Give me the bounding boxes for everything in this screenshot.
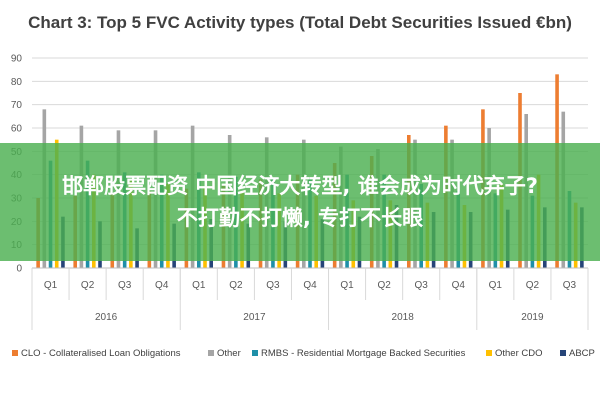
x-tick-label: Q3 <box>563 280 577 291</box>
x-tick-label: Q1 <box>192 280 206 291</box>
y-tick-label: 70 <box>11 100 23 111</box>
legend-swatch <box>12 350 18 356</box>
y-tick-label: 0 <box>16 264 22 275</box>
legend-label: CLO - Collateralised Loan Obligations <box>21 348 181 359</box>
legend-swatch <box>252 350 258 356</box>
chart-title: Chart 3: Top 5 FVC Activity types (Total… <box>28 13 572 32</box>
y-tick-label: 90 <box>11 54 23 65</box>
year-label: 2017 <box>243 312 266 323</box>
x-tick-label: Q2 <box>377 280 391 291</box>
legend-swatch <box>486 350 492 356</box>
legend-swatch <box>208 350 214 356</box>
y-tick-label: 80 <box>11 77 23 88</box>
x-tick-label: Q2 <box>229 280 243 291</box>
x-tick-label: Q3 <box>118 280 132 291</box>
legend-swatch <box>560 350 566 356</box>
legend-label: Other <box>217 348 241 359</box>
legend-label: ABCP <box>569 348 595 359</box>
x-tick-label: Q2 <box>526 280 540 291</box>
legend-label: Other CDO <box>495 348 543 359</box>
x-tick-label: Q1 <box>44 280 58 291</box>
legend-label: RMBS - Residential Mortgage Backed Secur… <box>261 348 466 359</box>
x-tick-label: Q4 <box>303 280 317 291</box>
x-tick-label: Q1 <box>489 280 503 291</box>
x-tick-label: Q4 <box>452 280 466 291</box>
year-label: 2019 <box>521 312 544 323</box>
overlay-headline: 邯郸股票配资 中国经济大转型, 谁会成为时代弃子? <box>62 174 538 198</box>
x-tick-label: Q2 <box>81 280 95 291</box>
overlay-subline: 不打勤不打懒, 专打不长眼 <box>176 206 424 230</box>
x-tick-label: Q4 <box>155 280 169 291</box>
x-tick-label: Q3 <box>266 280 280 291</box>
x-tick-label: Q1 <box>340 280 354 291</box>
x-tick-label: Q3 <box>415 280 429 291</box>
overlay-banner: 邯郸股票配资 中国经济大转型, 谁会成为时代弃子? 不打勤不打懒, 专打不长眼 <box>0 143 600 261</box>
legend: CLO - Collateralised Loan Obligations Oth… <box>12 348 595 359</box>
year-label: 2018 <box>392 312 415 323</box>
x-axis: Q1 Q2 Q3 Q4 Q1 Q2 Q3 Q4 Q1 Q2 Q3 Q4 Q1 Q2 Q3 2016 2017 20… <box>31 267 589 330</box>
y-tick-label: 60 <box>11 124 23 135</box>
year-label: 2016 <box>95 312 118 323</box>
